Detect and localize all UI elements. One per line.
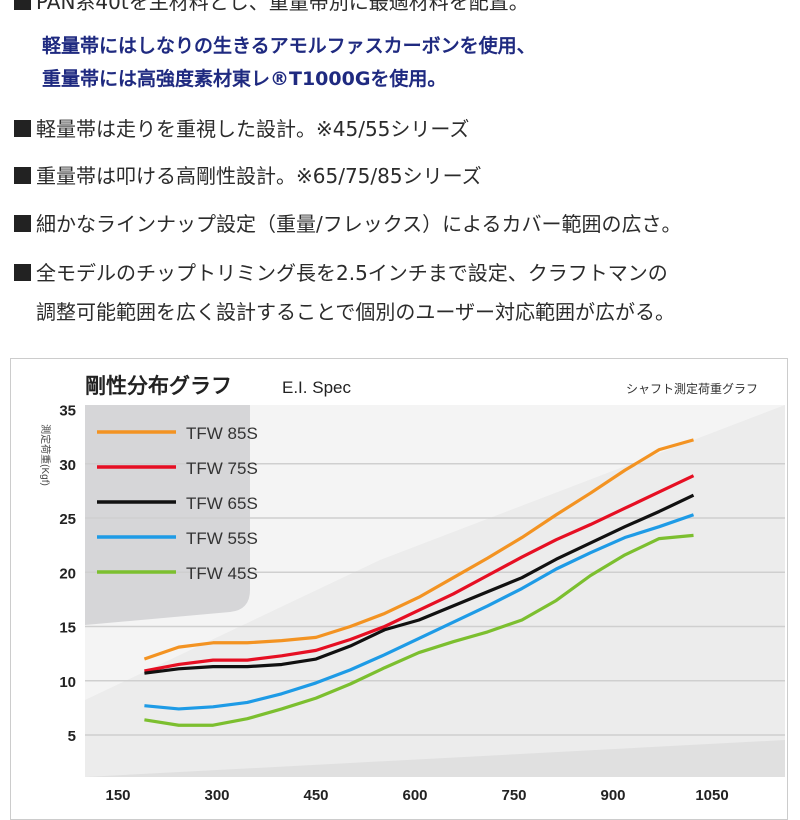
y-axis-label: 測定荷重(Kgf) [39,424,52,486]
bullet-line-5: 調整可能範囲を広く設計することで個別のユーザー対応範囲が広がる。 [36,300,675,324]
y-tick-label: 25 [59,511,76,528]
text-line-top: PAN系40tを主材料とし、重量帯別に最適材料を配置。 [14,0,529,15]
bullet-text: 細かなラインナップ設定（重量/フレックス）によるカバー範囲の広さ。 [36,212,682,236]
bullet-line-2: 重量帯は叩ける高剛性設計。※65/75/85シリーズ [14,160,482,189]
legend-label: TFW 85S [186,424,258,443]
series-line-tfw-45s [144,533,694,727]
y-tick-label: 30 [59,457,76,474]
bullet-icon [14,120,31,137]
chart-subtitle: E.I. Spec [282,378,351,397]
bullet-icon [14,264,31,281]
legend-box [85,405,250,625]
bullet-text: 重量帯は叩ける高剛性設計。※65/75/85シリーズ [36,164,482,188]
y-tick-label: 10 [59,674,76,691]
bullet-line-3: 細かなラインナップ設定（重量/フレックス）によるカバー範囲の広さ。 [14,208,682,237]
bullet-icon [14,0,31,10]
x-tick-label: 1050 [695,787,728,800]
y-tick-label: 5 [68,728,76,745]
text-top: PAN系40tを主材料とし、重量帯別に最適材料を配置。 [36,0,529,14]
chart: TFW 85S TFW 75S TFW 65S TFW 55S TFW 45S 5 10 1… [39,374,785,800]
bullet-icon [14,167,31,184]
plot-band [85,405,785,700]
bullet-line-4: 全モデルのチップトリミング長を2.5インチまで設定、クラフトマンの [14,257,668,286]
series-line-tfw-55s [144,513,695,711]
x-tick-label: 900 [600,787,625,800]
x-tick-label: 750 [501,787,526,800]
legend-label: TFW 55S [186,529,258,548]
y-tick-label: 20 [59,565,76,582]
x-tick-label: 600 [402,787,427,800]
series-line-tfw-85s [143,438,694,661]
y-tick-label: 15 [59,620,76,637]
x-tick-label: 450 [303,787,328,800]
legend-label: TFW 45S [186,564,258,583]
chart-title: 剛性分布グラフ [85,374,232,398]
legend-label: TFW 75S [186,459,258,478]
bullet-text: 全モデルのチップトリミング長を2.5インチまで設定、クラフトマンの [36,261,668,285]
series-line-tfw-75s [144,474,695,673]
x-tick-label: 300 [204,787,229,800]
text-blue-2: 重量帯には高強度素材東レ®T1000Gを使用。 [42,68,447,90]
x-tick-label: 150 [105,787,130,800]
chart-note: シャフト測定荷重グラフ [626,381,758,396]
bullet-icon [14,215,31,232]
series-line-tfw-65s [144,493,695,675]
bullet-text: 軽量帯は走りを重視した設計。※45/55シリーズ [36,117,470,141]
legend-label: TFW 65S [186,494,258,513]
plot-band-bottom [85,740,785,777]
y-tick-label: 35 [59,403,76,420]
text-blue-1: 軽量帯にはしなりの生きるアモルファスカーボンを使用、 [42,35,536,57]
bullet-line-1: 軽量帯は走りを重視した設計。※45/55シリーズ [14,113,469,142]
